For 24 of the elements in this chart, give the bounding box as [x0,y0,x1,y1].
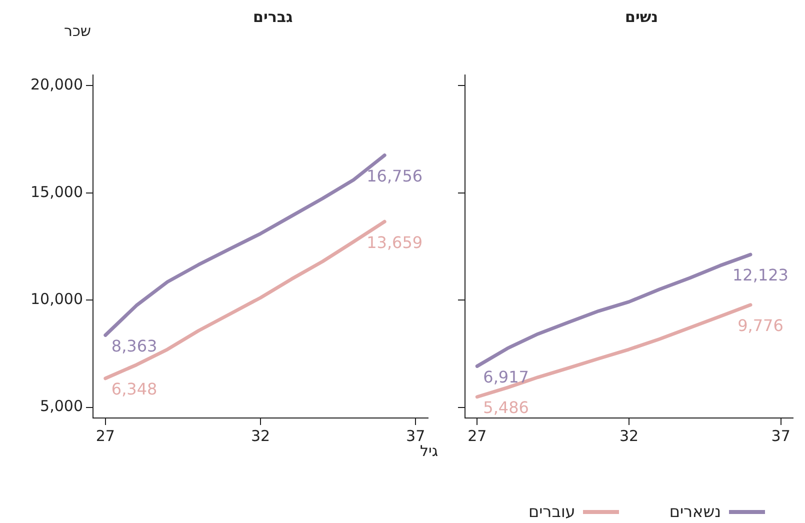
data-label: 5,486 [483,398,529,418]
data-label: 12,123 [732,266,788,285]
y-tick-label: 20,000 [30,76,83,94]
data-label: 16,756 [366,166,423,186]
data-label: 8,363 [111,336,158,356]
x-tick-label: 37 [406,426,426,445]
y-tick-label: 15,000 [30,182,83,201]
x-tick-label: 32 [619,426,639,445]
x-tick-label: 27 [96,426,115,445]
x-tick-label: 27 [468,426,487,445]
y-tick-label: 10,000 [30,290,83,308]
chart-title: נשים [625,8,658,26]
data-label: 6,917 [483,367,529,386]
chart-title: גברים [253,8,293,26]
data-label: 9,776 [738,316,784,336]
data-label: 6,348 [111,380,158,399]
legend-label: עוברים [528,502,576,521]
x-tick-label: 32 [250,426,270,445]
y-axis-title: שכר [64,22,92,40]
data-label: 13,659 [366,232,423,252]
y-tick-label: 5,000 [40,397,83,416]
x-axis-title: גיל [420,442,438,460]
x-tick-label: 37 [771,426,790,445]
legend-label: נשארים [669,502,721,521]
